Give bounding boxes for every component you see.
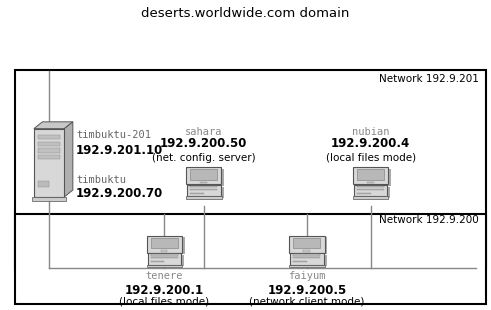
Bar bbox=[293, 255, 327, 267]
Bar bbox=[290, 253, 324, 265]
Bar bbox=[357, 186, 384, 187]
Bar bbox=[150, 237, 185, 255]
Text: 192.9.200.70: 192.9.200.70 bbox=[76, 187, 164, 200]
Bar bbox=[191, 193, 204, 194]
Bar bbox=[148, 253, 181, 265]
Bar bbox=[292, 237, 327, 255]
Bar bbox=[151, 257, 178, 259]
Bar bbox=[38, 142, 60, 146]
Bar bbox=[189, 169, 224, 186]
Bar bbox=[294, 257, 320, 259]
Text: 192.9.201.10: 192.9.201.10 bbox=[76, 144, 164, 157]
Bar bbox=[354, 185, 387, 197]
Polygon shape bbox=[64, 122, 73, 197]
Text: Network 192.9.201: Network 192.9.201 bbox=[379, 74, 479, 84]
Bar bbox=[38, 181, 49, 187]
Text: tenere: tenere bbox=[146, 271, 183, 281]
Bar bbox=[357, 187, 390, 198]
Text: (net. config. server): (net. config. server) bbox=[152, 153, 256, 163]
Bar bbox=[147, 236, 182, 253]
Bar bbox=[303, 250, 310, 251]
Text: (local files mode): (local files mode) bbox=[326, 153, 416, 163]
Text: sahara: sahara bbox=[185, 127, 222, 137]
Text: 192.9.200.50: 192.9.200.50 bbox=[160, 137, 247, 150]
Bar bbox=[15, 214, 486, 304]
Bar bbox=[191, 186, 217, 187]
Bar bbox=[289, 236, 325, 253]
Bar bbox=[38, 135, 60, 139]
Text: faiyum: faiyum bbox=[288, 271, 326, 281]
Bar bbox=[187, 185, 220, 197]
Bar bbox=[289, 265, 325, 268]
Bar bbox=[353, 197, 388, 199]
Text: deserts.worldwide.com domain: deserts.worldwide.com domain bbox=[141, 7, 350, 20]
Text: timbuktu-201: timbuktu-201 bbox=[76, 130, 151, 140]
Text: timbuktu: timbuktu bbox=[76, 175, 126, 185]
Bar bbox=[353, 167, 388, 184]
Bar bbox=[151, 255, 184, 267]
Bar bbox=[357, 188, 384, 190]
Bar bbox=[356, 169, 391, 186]
Bar bbox=[38, 148, 60, 153]
Polygon shape bbox=[34, 122, 73, 129]
Bar bbox=[151, 254, 178, 255]
Text: 192.9.200.1: 192.9.200.1 bbox=[125, 284, 204, 297]
Bar bbox=[38, 155, 60, 159]
Text: nubian: nubian bbox=[352, 127, 389, 137]
Text: (network client mode): (network client mode) bbox=[249, 297, 364, 307]
Bar bbox=[161, 250, 167, 251]
Bar bbox=[200, 182, 207, 183]
Bar bbox=[191, 188, 217, 190]
Bar bbox=[147, 265, 182, 268]
Text: (local files mode): (local files mode) bbox=[119, 297, 210, 307]
Bar bbox=[357, 193, 371, 194]
Bar bbox=[294, 261, 307, 262]
Bar bbox=[294, 254, 320, 255]
Text: 192.9.200.4: 192.9.200.4 bbox=[331, 137, 410, 150]
Text: Network 192.9.200: Network 192.9.200 bbox=[379, 215, 479, 225]
Bar bbox=[191, 170, 217, 179]
Bar bbox=[294, 238, 320, 248]
Bar bbox=[151, 238, 178, 248]
Bar bbox=[190, 187, 223, 198]
Bar bbox=[186, 197, 221, 199]
Bar bbox=[32, 197, 66, 201]
Bar bbox=[186, 167, 221, 184]
Bar bbox=[151, 261, 164, 262]
Bar bbox=[357, 170, 384, 179]
Text: 192.9.200.5: 192.9.200.5 bbox=[267, 284, 347, 297]
Bar bbox=[367, 182, 374, 183]
Bar bbox=[34, 129, 64, 197]
Bar bbox=[15, 70, 486, 268]
